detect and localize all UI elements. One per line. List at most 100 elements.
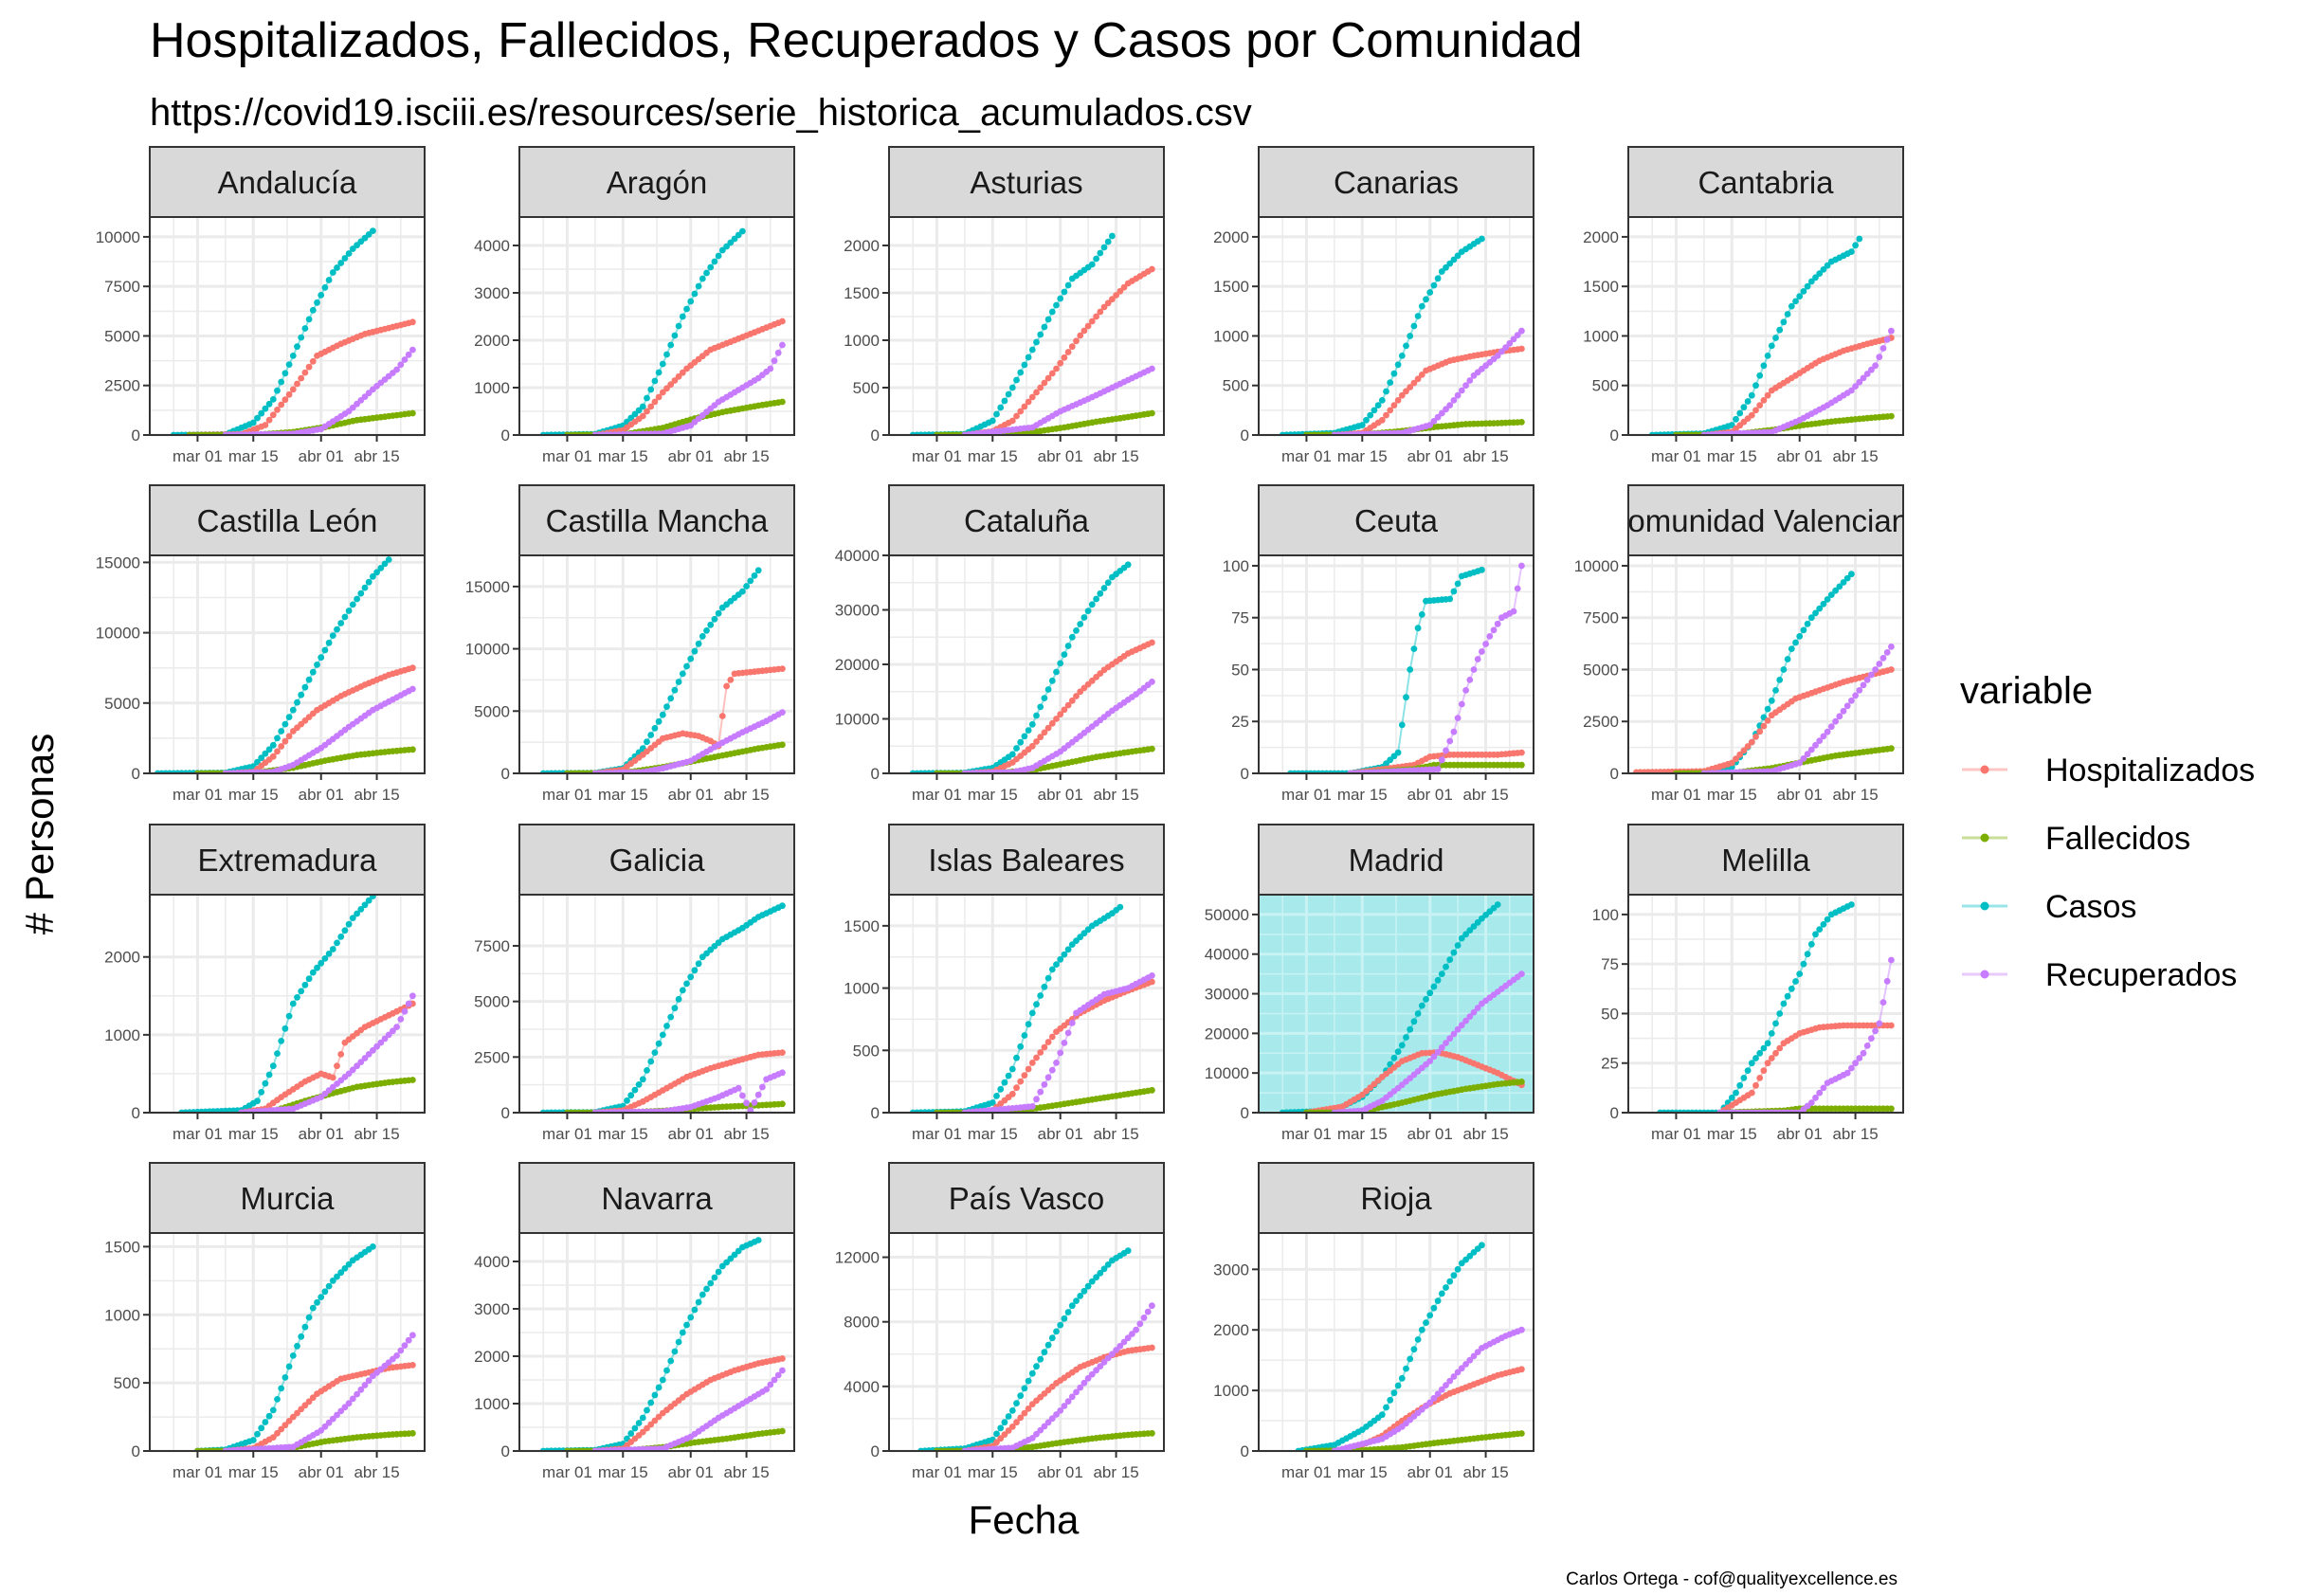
data-point [1768, 342, 1775, 350]
data-point [718, 1262, 726, 1270]
data-point [1443, 1284, 1449, 1291]
y-tick-label: 3000 [1213, 1260, 1249, 1279]
y-tick-label: 7500 [474, 937, 510, 955]
panel-cantabria: Cantabria 0 500 1000 1500 2000 mar 01 mar 15 abr… [1583, 146, 1904, 465]
data-point [1403, 694, 1409, 701]
data-point [1446, 1278, 1454, 1285]
y-tick-label: 0 [1241, 426, 1249, 444]
data-point [258, 754, 265, 762]
data-point [1434, 976, 1442, 984]
data-point [647, 403, 655, 410]
y-tick-label: 0 [871, 765, 880, 783]
x-tick-label: abr 01 [1038, 1463, 1083, 1481]
x-tick-label: mar 15 [968, 1125, 1018, 1143]
strip-background [518, 146, 795, 218]
x-tick-label: mar 01 [1651, 1125, 1701, 1143]
data-point [1450, 1030, 1458, 1038]
y-tick-label: 5000 [474, 702, 510, 720]
data-point [1100, 1358, 1108, 1366]
data-point [1008, 1065, 1016, 1073]
x-tick-label: abr 01 [1038, 786, 1083, 804]
data-point [1053, 1060, 1060, 1066]
data-point [1760, 1044, 1768, 1052]
data-point [1494, 901, 1501, 908]
data-point [1073, 693, 1080, 699]
data-point [1852, 692, 1859, 699]
strip-background [149, 824, 426, 896]
data-point [1008, 751, 1016, 758]
data-point [305, 1398, 313, 1406]
data-point [1363, 416, 1370, 424]
data-point [1498, 348, 1505, 355]
data-point [644, 1406, 650, 1414]
data-point [1807, 940, 1815, 948]
data-point [409, 1429, 416, 1437]
data-point [1057, 1049, 1064, 1057]
data-point [639, 1414, 646, 1422]
data-point [711, 615, 718, 623]
x-tick-label: abr 01 [1038, 1125, 1083, 1143]
data-point [278, 401, 285, 408]
data-point [357, 1059, 365, 1065]
data-point [1868, 366, 1875, 373]
data-point [667, 1013, 675, 1021]
data-point [1752, 407, 1759, 414]
data-point [751, 572, 758, 579]
data-point [1816, 926, 1824, 933]
data-point [1807, 746, 1815, 753]
y-tick-label: 1500 [844, 284, 880, 302]
data-point [679, 313, 686, 320]
data-point [1748, 1060, 1755, 1067]
data-point [711, 1274, 718, 1281]
strip-label: Canarias [1334, 165, 1459, 200]
data-point [718, 713, 726, 719]
data-point [281, 720, 289, 728]
x-tick-label: abr 15 [1093, 447, 1138, 465]
data-point [1824, 262, 1831, 269]
data-point [1117, 1342, 1124, 1350]
data-point [409, 1332, 416, 1339]
y-tick-label: 40000 [1205, 946, 1249, 964]
data-point [1466, 377, 1474, 384]
y-tick-label: 10000 [96, 625, 140, 643]
data-point [1438, 1043, 1445, 1051]
y-tick-label: 0 [501, 1442, 510, 1460]
data-point [779, 741, 786, 749]
data-point [377, 565, 385, 571]
data-point [703, 627, 710, 634]
data-point [1852, 242, 1859, 249]
data-point [1490, 626, 1498, 634]
data-point [1518, 970, 1525, 977]
data-point [655, 717, 663, 725]
data-point [1518, 761, 1525, 769]
data-point [1863, 1043, 1871, 1049]
data-point [1100, 585, 1108, 591]
data-point [1462, 931, 1469, 938]
data-point [1037, 384, 1044, 391]
data-point [1800, 960, 1807, 968]
data-point [1856, 687, 1863, 694]
data-point [1450, 588, 1458, 595]
data-point [1756, 1075, 1764, 1081]
strip-label: Galicia [609, 843, 706, 878]
data-point [1025, 1021, 1032, 1028]
data-point [1883, 336, 1891, 343]
data-point [309, 1304, 317, 1312]
x-tick-label: mar 01 [172, 786, 223, 804]
data-point [1028, 346, 1036, 354]
panel-series [1657, 901, 1895, 1113]
data-point [345, 1070, 353, 1078]
y-tick-label: 0 [132, 1442, 140, 1460]
data-point [1824, 916, 1831, 923]
data-point [1084, 322, 1092, 330]
data-point [1510, 608, 1517, 615]
data-point [1080, 327, 1088, 335]
data-point [1827, 591, 1835, 598]
data-point [1061, 288, 1068, 296]
data-point [1418, 611, 1425, 618]
x-tick-label: abr 01 [1777, 447, 1823, 465]
data-point [1017, 1078, 1025, 1085]
data-point [723, 682, 730, 690]
data-point [1418, 372, 1425, 378]
